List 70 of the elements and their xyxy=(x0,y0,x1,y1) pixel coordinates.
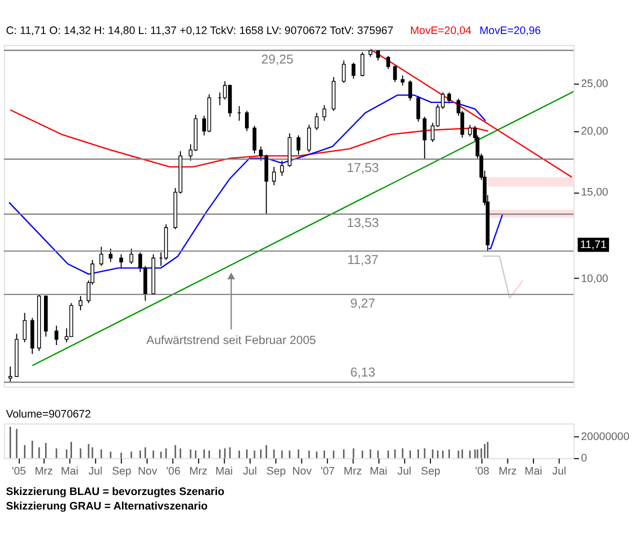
ref-line-label: 29,25 xyxy=(261,51,294,66)
text: Skizzierung BLAU = bevorzugtes Szenario xyxy=(6,486,225,498)
x-tick-label: Mai xyxy=(370,465,388,478)
x-tick-label: Sep xyxy=(266,465,286,478)
annotation: Aufwärtstrend seit Februar 2005 xyxy=(146,333,316,348)
ref-line-label: 11,37 xyxy=(347,252,378,267)
candlestick xyxy=(386,55,390,70)
x-tick-label: Jul xyxy=(88,465,102,478)
candlestick xyxy=(422,116,426,160)
text: 11,71 xyxy=(580,238,607,251)
candlestick xyxy=(393,64,397,83)
candlestick xyxy=(342,60,346,84)
x-tick-label: Jul xyxy=(242,465,257,478)
y-tick-label: 25,00 xyxy=(581,78,608,90)
ref-line-label: 9,27 xyxy=(350,295,376,310)
x-tick-label: Mrz xyxy=(498,465,517,478)
candlestick xyxy=(376,50,380,61)
y-tick-label: 0 xyxy=(581,452,588,465)
x-tick-label: '08 xyxy=(475,465,490,478)
chart-title: C: 11,71 O: 14,32 H: 14,80 L: 11,37 +0,12 TckV: 1658 LV: 9070672 TotV: 375967 xyxy=(6,25,394,38)
x-tick-label: Mrz xyxy=(189,465,208,478)
candlestick xyxy=(322,104,326,122)
candlestick xyxy=(119,254,124,268)
x-tick-label: Mrz xyxy=(344,465,362,478)
ref-line-label: 17,53 xyxy=(346,160,379,175)
x-tick-label: Nov xyxy=(138,465,158,478)
candlestick xyxy=(272,166,276,186)
y-tick-label: 20,00 xyxy=(581,126,608,138)
x-tick-label: Jul xyxy=(552,465,566,478)
candlestick xyxy=(447,92,452,104)
candlestick xyxy=(108,248,112,262)
x-tick-label: Mai xyxy=(524,465,542,478)
candlestick xyxy=(78,296,82,311)
candlestick xyxy=(22,312,27,343)
candlestick xyxy=(8,366,12,383)
candlestick xyxy=(352,62,356,80)
candlestick xyxy=(416,95,420,122)
candlestick xyxy=(314,112,319,131)
x-tick-label: '06 xyxy=(166,465,180,478)
ref-line-label: 13,53 xyxy=(346,215,379,230)
text: Skizzierung GRAU = Alternativszenario xyxy=(6,500,208,513)
y-tick-label: 15,00 xyxy=(581,186,608,199)
candlestick xyxy=(296,134,300,156)
x-tick-label: Sep xyxy=(420,465,440,478)
candlestick xyxy=(280,160,284,176)
x-tick-label: Jul xyxy=(397,465,412,478)
candlestick xyxy=(99,246,104,266)
candlestick xyxy=(408,80,412,102)
candlestick xyxy=(258,146,263,162)
line-series xyxy=(8,94,486,275)
x-tick-label: '05 xyxy=(12,465,26,478)
x-tick-label: Sep xyxy=(112,465,132,478)
text: MovE=20,04 xyxy=(410,25,472,38)
candlestick xyxy=(360,52,364,77)
candlestick xyxy=(54,325,58,346)
x-tick-label: Mai xyxy=(215,465,233,478)
candlestick xyxy=(307,124,311,153)
x-tick-label: Mrz xyxy=(34,465,53,478)
x-tick-label: Mai xyxy=(60,465,78,478)
y-tick-label: 20000000 xyxy=(581,430,630,443)
x-tick-label: Nov xyxy=(292,465,312,478)
ref-line-label: 6,13 xyxy=(350,364,376,380)
candlestick xyxy=(244,110,249,132)
x-tick-label: '07 xyxy=(320,465,335,478)
y-tick-label: 10,00 xyxy=(581,272,608,285)
candlestick xyxy=(252,125,256,154)
chart-title: Volume=9070672 xyxy=(6,408,91,421)
candlestick xyxy=(400,74,404,86)
text: MovE=20,96 xyxy=(479,25,541,38)
candlestick xyxy=(129,248,134,264)
